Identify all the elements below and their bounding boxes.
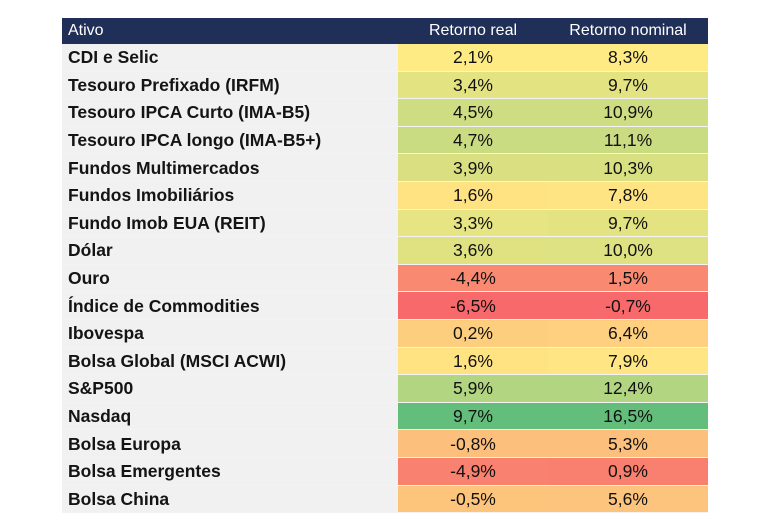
- nominal-return-cell: 0,9%: [548, 457, 708, 486]
- nominal-return-cell: 7,8%: [548, 181, 708, 210]
- real-return-cell: 3,4%: [398, 71, 548, 100]
- real-return-cell: 4,7%: [398, 126, 548, 155]
- real-return-cell: 3,9%: [398, 153, 548, 182]
- header-row: Ativo Retorno real Retorno nominal: [62, 18, 708, 44]
- table-row: Bolsa Europa -0,8% 5,3%: [62, 429, 708, 458]
- asset-name-cell: Tesouro Prefixado (IRFM): [62, 71, 398, 100]
- asset-name-cell: S&P500: [62, 374, 398, 403]
- asset-name-cell: Ouro: [62, 264, 398, 293]
- nominal-return-cell: 7,9%: [548, 347, 708, 376]
- asset-name-cell: CDI e Selic: [62, 44, 398, 72]
- table-row: Fundo Imob EUA (REIT) 3,3% 9,7%: [62, 209, 708, 238]
- real-return-cell: 1,6%: [398, 181, 548, 210]
- real-return-cell: 0,2%: [398, 319, 548, 348]
- asset-name-cell: Fundos Multimercados: [62, 153, 398, 182]
- nominal-return-cell: 9,7%: [548, 209, 708, 238]
- asset-name-cell: Bolsa Global (MSCI ACWI): [62, 347, 398, 376]
- table-row: CDI e Selic 2,1% 8,3%: [62, 44, 708, 72]
- nominal-return-cell: 5,3%: [548, 429, 708, 458]
- table-body: CDI e Selic 2,1% 8,3% Tesouro Prefixado (IR…: [62, 44, 708, 513]
- column-header-real-return: Retorno real: [398, 18, 548, 44]
- asset-name-cell: Dólar: [62, 236, 398, 265]
- real-return-cell: -6,5%: [398, 291, 548, 320]
- table-row: Tesouro Prefixado (IRFM) 3,4% 9,7%: [62, 71, 708, 100]
- table-row: S&P500 5,9% 12,4%: [62, 374, 708, 403]
- real-return-cell: -0,8%: [398, 429, 548, 458]
- asset-name-cell: Bolsa China: [62, 485, 398, 513]
- real-return-cell: 4,5%: [398, 98, 548, 127]
- real-return-cell: 1,6%: [398, 347, 548, 376]
- nominal-return-cell: 8,3%: [548, 44, 708, 72]
- nominal-return-cell: 9,7%: [548, 71, 708, 100]
- real-return-cell: -4,9%: [398, 457, 548, 486]
- real-return-cell: 2,1%: [398, 44, 548, 72]
- column-header-asset: Ativo: [62, 18, 398, 44]
- real-return-cell: 5,9%: [398, 374, 548, 403]
- nominal-return-cell: 10,3%: [548, 153, 708, 182]
- nominal-return-cell: 11,1%: [548, 126, 708, 155]
- asset-name-cell: Bolsa Emergentes: [62, 457, 398, 486]
- table-row: Bolsa Emergentes -4,9% 0,9%: [62, 457, 708, 486]
- nominal-return-cell: 1,5%: [548, 264, 708, 293]
- asset-name-cell: Tesouro IPCA Curto (IMA-B5): [62, 98, 398, 127]
- asset-name-cell: Índice de Commodities: [62, 291, 398, 320]
- table-row: Dólar 3,6% 10,0%: [62, 236, 708, 265]
- nominal-return-cell: 5,6%: [548, 485, 708, 513]
- table-row: Nasdaq 9,7% 16,5%: [62, 402, 708, 431]
- asset-name-cell: Nasdaq: [62, 402, 398, 431]
- table-row: Ouro -4,4% 1,5%: [62, 264, 708, 293]
- asset-name-cell: Bolsa Europa: [62, 429, 398, 458]
- nominal-return-cell: 10,9%: [548, 98, 708, 127]
- asset-name-cell: Tesouro IPCA longo (IMA-B5+): [62, 126, 398, 155]
- table-row: Tesouro IPCA longo (IMA-B5+) 4,7% 11,1%: [62, 126, 708, 155]
- table-row: Bolsa Global (MSCI ACWI) 1,6% 7,9%: [62, 347, 708, 376]
- real-return-cell: 9,7%: [398, 402, 548, 431]
- table-row: Índice de Commodities -6,5% -0,7%: [62, 291, 708, 320]
- real-return-cell: -4,4%: [398, 264, 548, 293]
- asset-name-cell: Fundo Imob EUA (REIT): [62, 209, 398, 238]
- real-return-cell: -0,5%: [398, 485, 548, 513]
- table-row: Bolsa China -0,5% 5,6%: [62, 485, 708, 513]
- returns-table: Ativo Retorno real Retorno nominal CDI e…: [62, 18, 708, 513]
- nominal-return-cell: 6,4%: [548, 319, 708, 348]
- real-return-cell: 3,3%: [398, 209, 548, 238]
- real-return-cell: 3,6%: [398, 236, 548, 265]
- nominal-return-cell: 10,0%: [548, 236, 708, 265]
- column-header-nominal-return: Retorno nominal: [548, 18, 708, 44]
- table-row: Fundos Imobiliários 1,6% 7,8%: [62, 181, 708, 210]
- asset-name-cell: Ibovespa: [62, 319, 398, 348]
- table-row: Ibovespa 0,2% 6,4%: [62, 319, 708, 348]
- nominal-return-cell: 16,5%: [548, 402, 708, 431]
- nominal-return-cell: -0,7%: [548, 291, 708, 320]
- nominal-return-cell: 12,4%: [548, 374, 708, 403]
- asset-name-cell: Fundos Imobiliários: [62, 181, 398, 210]
- table-row: Fundos Multimercados 3,9% 10,3%: [62, 153, 708, 182]
- table-row: Tesouro IPCA Curto (IMA-B5) 4,5% 10,9%: [62, 98, 708, 127]
